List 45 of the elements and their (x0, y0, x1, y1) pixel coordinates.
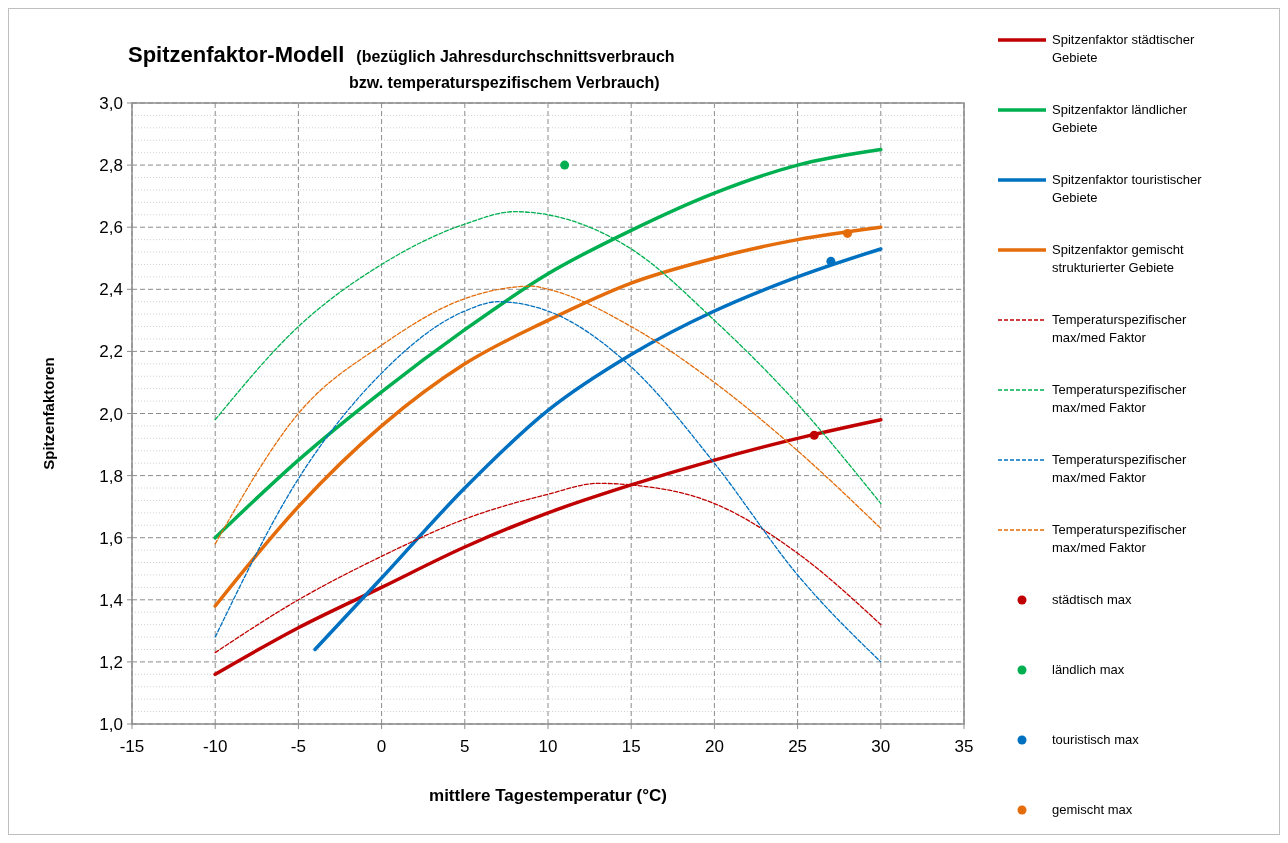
x-tick-label: 5 (460, 737, 470, 756)
legend-label: Spitzenfaktor städtischer Gebiete (1052, 32, 1196, 65)
y-tick-label: 3,0 (99, 94, 123, 113)
legend-label: Temperaturspezifischer max/med Faktor (1052, 382, 1188, 415)
legend-label: Spitzenfaktor ländlicher Gebiete (1052, 102, 1188, 135)
legend-label: ländlich max (1052, 662, 1125, 677)
legend-label: touristisch max (1052, 732, 1140, 747)
y-tick-label: 2,2 (99, 342, 123, 362)
x-tick-label: 35 (954, 737, 974, 756)
y-tick-label: 2,8 (99, 156, 123, 176)
legend-label: Temperaturspezifischer max/med Faktor (1052, 522, 1188, 555)
y-tick-label: 2,6 (99, 218, 123, 238)
y-tick-label: 1,6 (99, 528, 123, 548)
point (843, 228, 853, 238)
chart-title: Spitzenfaktor-Modell (128, 42, 345, 67)
legend-label: städtisch max (1052, 592, 1132, 607)
x-axis-title: mittlere Tagestemperatur (°C) (429, 786, 667, 805)
y-tick-label: 1,8 (99, 466, 123, 486)
point (826, 256, 836, 266)
x-tick-label: -10 (202, 737, 228, 756)
legend-label: Temperaturspezifischer max/med Faktor (1052, 452, 1188, 485)
x-tick-label: -15 (119, 737, 145, 756)
y-tick-label: 1,2 (99, 652, 123, 672)
line-series (213, 225, 883, 608)
y-axis-title: Spitzenfaktoren (40, 357, 57, 470)
y-tick-label: 1,0 (99, 715, 123, 734)
x-tick-label: 25 (788, 737, 808, 756)
x-tick-label: 10 (538, 737, 558, 756)
chart-subtitle: (bezüglich Jahresdurchschnittsverbrauch bzw. temperaturspezifischem Verbrauch) (349, 48, 675, 91)
point (560, 160, 570, 170)
legend-label: Temperaturspezifischer max/med Faktor (1052, 312, 1188, 345)
x-tick-label: 15 (621, 737, 641, 756)
y-tick-label: 2,0 (99, 404, 123, 424)
legend-label: Spitzenfaktor touristischer Gebiete (1052, 172, 1203, 205)
y-tick-label: 1,4 (99, 590, 123, 610)
legend-label: gemischt max (1052, 802, 1133, 817)
x-tick-label: 0 (376, 737, 387, 756)
line-series (213, 417, 883, 677)
x-tick-label: 30 (871, 737, 891, 756)
y-tick-label: 2,4 (99, 280, 123, 300)
legend-label: Spitzenfaktor gemischt strukturierter Gebiete (1052, 242, 1184, 275)
x-tick-label: 20 (704, 737, 724, 756)
point (809, 430, 819, 440)
x-tick-label: -5 (290, 737, 306, 756)
line-series (213, 147, 883, 540)
